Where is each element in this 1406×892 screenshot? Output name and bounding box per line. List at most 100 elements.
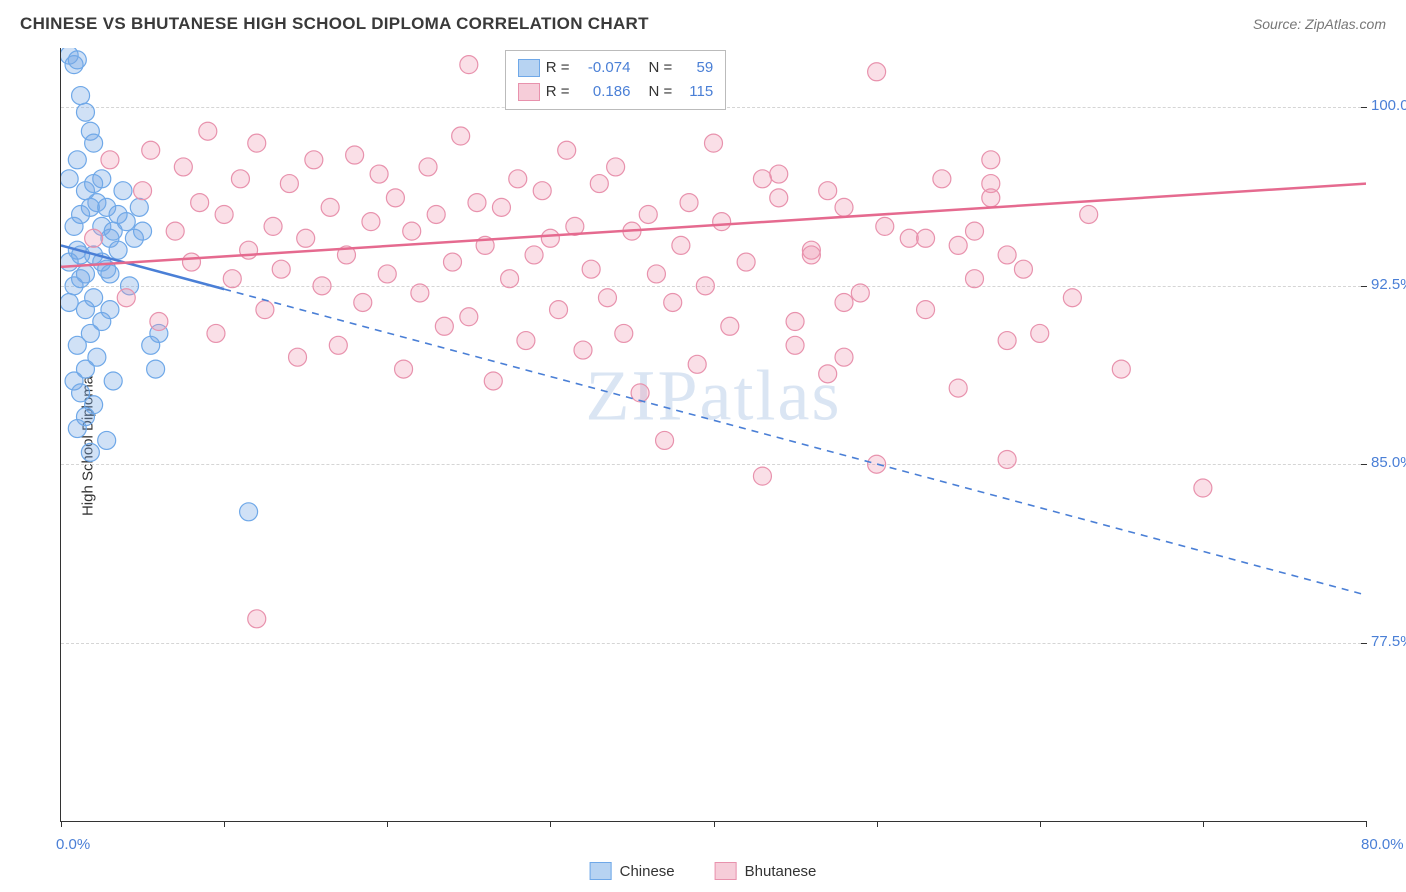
- data-point: [672, 236, 690, 254]
- data-point: [802, 246, 820, 264]
- data-point: [737, 253, 755, 271]
- x-tick: [224, 821, 225, 827]
- data-point: [786, 313, 804, 331]
- data-point: [1194, 479, 1212, 497]
- data-point: [574, 341, 592, 359]
- data-point: [109, 241, 127, 259]
- data-point: [949, 379, 967, 397]
- data-point: [248, 134, 266, 152]
- data-point: [68, 151, 86, 169]
- legend-swatch: [518, 59, 540, 77]
- legend-r-label: R =: [546, 56, 570, 80]
- data-point: [72, 205, 90, 223]
- data-point: [101, 301, 119, 319]
- data-point: [174, 158, 192, 176]
- legend-row: R =-0.074 N =59: [518, 56, 714, 80]
- legend-r-value: -0.074: [575, 56, 630, 80]
- data-point: [297, 229, 315, 247]
- plot-area: ZIPatlas 85.0%100.0%77.5%92.5% R =-0.074…: [60, 48, 1366, 822]
- data-point: [868, 455, 886, 473]
- data-point: [770, 165, 788, 183]
- data-point: [435, 317, 453, 335]
- plot-svg: [61, 48, 1366, 821]
- data-point: [130, 198, 148, 216]
- correlation-legend: R =-0.074 N =59R =0.186N =115: [505, 50, 727, 110]
- data-point: [272, 260, 290, 278]
- data-point: [705, 134, 723, 152]
- x-tick: [714, 821, 715, 827]
- data-point: [104, 372, 122, 390]
- data-point: [142, 141, 160, 159]
- legend-n-label: N =: [648, 56, 672, 80]
- data-point: [607, 158, 625, 176]
- data-point: [289, 348, 307, 366]
- data-point: [378, 265, 396, 283]
- y-tick-label: 77.5%: [1371, 633, 1406, 650]
- trend-line-solid: [61, 184, 1366, 267]
- data-point: [770, 189, 788, 207]
- data-point: [329, 336, 347, 354]
- y-tick-label: 100.0%: [1371, 97, 1406, 114]
- legend-item: Chinese: [590, 862, 675, 880]
- data-point: [76, 301, 94, 319]
- x-tick: [877, 821, 878, 827]
- x-tick: [550, 821, 551, 827]
- data-point: [207, 324, 225, 342]
- legend-r-label: R =: [546, 80, 570, 104]
- data-point: [468, 194, 486, 212]
- data-point: [362, 213, 380, 231]
- x-tick-label: 0.0%: [56, 836, 90, 853]
- legend-n-value: 59: [678, 56, 713, 80]
- data-point: [721, 317, 739, 335]
- y-tick-label: 92.5%: [1371, 276, 1406, 293]
- data-point: [147, 360, 165, 378]
- legend-row: R =0.186N =115: [518, 80, 714, 104]
- data-point: [386, 189, 404, 207]
- x-tick: [1366, 821, 1367, 827]
- data-point: [191, 194, 209, 212]
- data-point: [484, 372, 502, 390]
- data-point: [248, 610, 266, 628]
- data-point: [631, 384, 649, 402]
- data-point: [696, 277, 714, 295]
- data-point: [183, 253, 201, 271]
- data-point: [395, 360, 413, 378]
- data-point: [280, 175, 298, 193]
- data-point: [982, 151, 1000, 169]
- data-point: [541, 229, 559, 247]
- data-point: [876, 217, 894, 235]
- data-point: [590, 175, 608, 193]
- legend-n-value: 115: [678, 80, 713, 104]
- data-point: [558, 141, 576, 159]
- data-point: [68, 51, 86, 69]
- data-point: [114, 182, 132, 200]
- data-point: [517, 332, 535, 350]
- data-point: [680, 194, 698, 212]
- y-tick-label: 85.0%: [1371, 454, 1406, 471]
- data-point: [223, 270, 241, 288]
- data-point: [134, 182, 152, 200]
- legend-n-label: N =: [648, 80, 672, 104]
- data-point: [509, 170, 527, 188]
- data-point: [419, 158, 437, 176]
- data-point: [85, 175, 103, 193]
- data-point: [786, 336, 804, 354]
- data-point: [76, 103, 94, 121]
- x-tick: [1040, 821, 1041, 827]
- data-point: [753, 467, 771, 485]
- data-point: [1112, 360, 1130, 378]
- data-point: [492, 198, 510, 216]
- data-point: [647, 265, 665, 283]
- legend-swatch: [518, 83, 540, 101]
- data-point: [998, 450, 1016, 468]
- data-point: [231, 170, 249, 188]
- legend-swatch: [715, 862, 737, 880]
- data-point: [1014, 260, 1032, 278]
- data-point: [900, 229, 918, 247]
- data-point: [61, 170, 78, 188]
- data-point: [411, 284, 429, 302]
- data-point: [998, 246, 1016, 264]
- data-point: [1080, 205, 1098, 223]
- data-point: [264, 217, 282, 235]
- data-point: [868, 63, 886, 81]
